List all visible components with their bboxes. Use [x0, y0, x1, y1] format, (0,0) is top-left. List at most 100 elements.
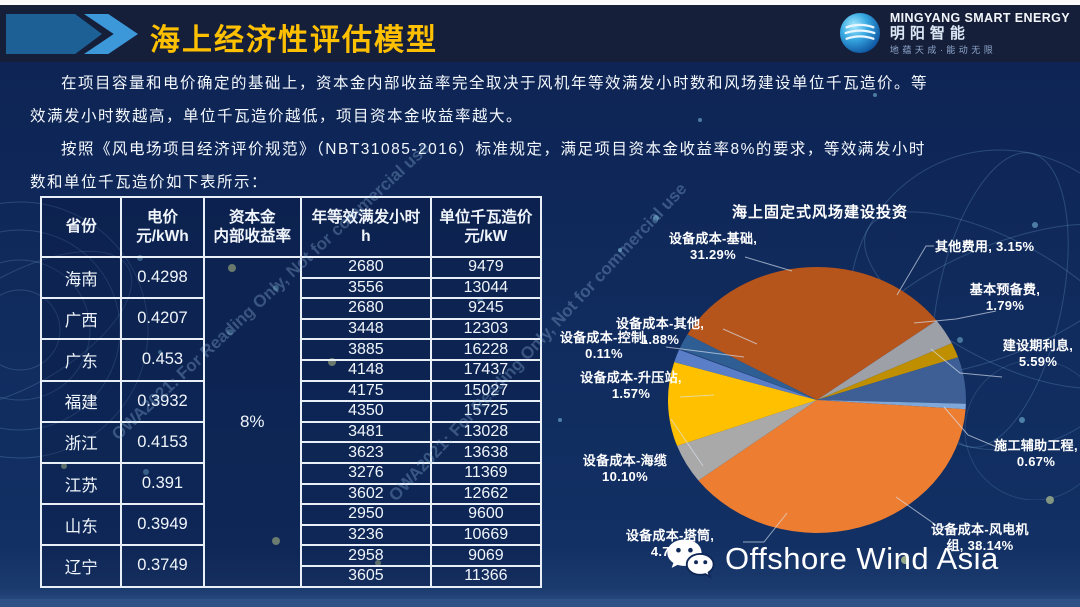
province-cell: 浙江 [39, 420, 123, 464]
pie-label-设备成本-基础: 设备成本-基础, 31.29% [638, 231, 788, 262]
top-white-strip [0, 0, 1080, 5]
hours-cell: 4175 [299, 379, 432, 403]
table-row: 广东 0.453 3885 16228 [39, 338, 543, 382]
price-cell: 0.453 [120, 338, 205, 382]
hours-cell: 3623 [299, 441, 432, 464]
chart-title: 海上固定式风场建设投资 [731, 204, 908, 221]
pie-label-line: 设备成本-控制, [559, 330, 649, 345]
hours-cell: 2680 [299, 297, 432, 320]
cost-cell: 9069 [429, 544, 543, 567]
pie-label-line: 设备成本-其他, [615, 316, 705, 331]
arrow-decoration-icon [6, 14, 102, 54]
pie-label-line: 5.59% [1018, 353, 1058, 369]
pie-label-line: 1.79% [985, 297, 1025, 313]
pie-label-line: 设备成本-风电机 [931, 522, 1029, 537]
pie-label-line: 建设期利息, [1002, 338, 1074, 353]
pie-label-line: 基本预备费, [969, 282, 1041, 297]
economics-table: 省份 电价 元/kWh 资本金 内部收益率 年等效满发小时 h 单位千瓦造价 元/kW 海南 0.… [39, 196, 543, 588]
province-cell: 辽宁 [39, 544, 123, 588]
province-cell: 江苏 [39, 461, 123, 506]
rate-cell: 8% [202, 256, 302, 588]
hours-cell: 3481 [299, 420, 432, 444]
pie-slice-设备成本-控制 [679, 348, 817, 400]
hours-cell: 3236 [299, 523, 432, 547]
pie-slice-施工辅助工程 [817, 400, 966, 410]
pie-label-line: 31.29% [690, 246, 736, 262]
pie-svg [667, 266, 966, 533]
cost-cell: 17437 [429, 358, 543, 382]
hours-cell: 3885 [299, 338, 432, 361]
cost-cell: 15725 [429, 400, 543, 423]
hours-cell: 2950 [299, 503, 432, 526]
table-row: 江苏 0.391 3276 11369 [39, 461, 543, 506]
pie-label-施工辅助工程: 施工辅助工程, 0.67% [980, 438, 1080, 469]
header-bar: 海上经济性评估模型 MINGYANG SMART ENERGY 明阳智能 [0, 5, 1080, 62]
cost-cell: 10669 [429, 523, 543, 547]
province-cell: 海南 [39, 255, 123, 300]
pie-label-line: 1.57% [611, 385, 651, 401]
pie-label-line: 施工辅助工程, [994, 438, 1078, 453]
pie-label-line: 设备成本-升压站, [580, 370, 682, 385]
col-header: 电价 元/kWh [120, 196, 205, 258]
pie-slice-建设期利息 [817, 357, 966, 404]
cost-cell: 11366 [429, 564, 543, 588]
pie-label-line: 设备成本-海缆 [582, 453, 668, 468]
col-header-line: 电价 [146, 208, 178, 226]
price-cell: 0.4207 [120, 297, 205, 341]
cost-cell: 13638 [429, 441, 543, 464]
globe-logo-icon [839, 12, 880, 54]
hours-cell: 3556 [299, 276, 432, 300]
pie-slice-设备成本-风电机组 [698, 400, 966, 533]
pie-label-设备成本-风电机组: 设备成本-风电机 组, 38.14% [900, 522, 1060, 553]
pie-label-设备成本-其他: 设备成本-其他, 1.88% [590, 316, 730, 347]
price-cell: 0.391 [120, 461, 205, 506]
logo-slogan: 地蕴天成·能动无限 [889, 44, 997, 55]
col-header-line: 内部收益率 [213, 228, 292, 245]
table-row: 3605 11366 [41, 564, 543, 588]
hours-cell: 3605 [299, 564, 432, 588]
pie-label-建设期利息: 建设期利息, 5.59% [988, 338, 1080, 369]
col-header-line: 单位千瓦造价 [439, 208, 533, 226]
logo-line-cn: 明阳智能 [889, 25, 970, 43]
pie-label-line: 0.67% [1016, 453, 1056, 469]
hours-cell: 4148 [299, 358, 432, 382]
pie-slice-设备成本-塔筒 [677, 400, 817, 481]
hours-cell: 3276 [299, 461, 432, 485]
cost-cell: 15027 [429, 379, 543, 403]
col-header-line: 年等效满发小时 [311, 208, 421, 226]
intro-text: 在项目容量和电价确定的基础上，资本金内部收益率完全取决于风机年等效满发小时数和风… [30, 67, 940, 199]
col-header: 资本金 内部收益率 [202, 196, 302, 258]
pie-slice-设备成本-其他 [679, 334, 817, 400]
footer-brand: Offshore Wind Asia [665, 537, 999, 581]
wechat-icon [667, 539, 715, 579]
pie-label-line: 1.88% [640, 331, 680, 347]
intro-paragraph-2: 按照《风电场项目经济评价规范》（NBT31085-2016）标准规定，满足项目资… [30, 141, 926, 191]
table-row: 山东 0.3949 2950 9600 [39, 503, 543, 547]
cost-cell: 9245 [429, 297, 543, 320]
cost-cell: 11369 [429, 461, 543, 485]
company-logo: MINGYANG SMART ENERGY 明阳智能 地蕴天成·能动无限 [839, 11, 1070, 55]
table-row: 3236 10669 [41, 523, 543, 547]
pie-label-line: 其他费用, 3.15% [935, 239, 1035, 254]
cost-cell: 12303 [429, 317, 543, 341]
col-header-line: 资本金 [229, 208, 276, 226]
pie-slice-设备成本-基础 [687, 266, 937, 400]
col-header-line: 元/kW [464, 228, 508, 245]
bottom-band [0, 599, 1080, 607]
pie-label-line: 设备成本-塔筒, [625, 528, 715, 543]
pie-label-line: 设备成本-基础, [668, 231, 758, 246]
pie-label-line: 组, 38.14% [946, 537, 1014, 553]
hours-cell: 3602 [299, 482, 432, 506]
cost-cell: 9479 [429, 256, 543, 279]
table-row: 福建 0.3932 4175 15027 [39, 379, 543, 423]
pie-slice-基本预备费 [817, 343, 959, 400]
pie-label-其他费用: 其他费用, 3.15% [935, 239, 1034, 255]
pie-label-line: 0.11% [585, 345, 623, 361]
col-header-line: h [361, 228, 371, 245]
cost-cell: 13044 [429, 276, 543, 300]
investment-pie-chart: 海上固定式风场建设投资 设备成本-基础, 31.29% 其他费用, 3.15% 基本预… [540, 195, 1080, 597]
brand-text: Offshore Wind Asia [725, 541, 999, 576]
col-header: 年等效满发小时 h [299, 196, 432, 258]
hours-cell: 3448 [299, 317, 432, 341]
